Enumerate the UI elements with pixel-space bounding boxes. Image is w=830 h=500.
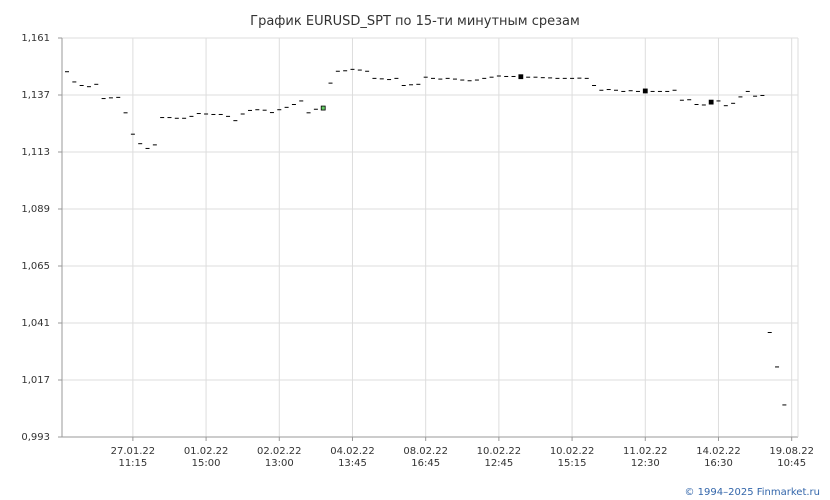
y-tick-label: 1,017 (21, 375, 50, 386)
x-tick-date: 10.02.22 (550, 446, 595, 457)
x-tick-date: 01.02.22 (184, 446, 229, 457)
y-tick-label: 1,137 (21, 90, 50, 101)
x-tick-date: 02.02.22 (257, 446, 302, 457)
y-tick-label: 1,089 (21, 204, 50, 215)
y-tick-label: 1,113 (21, 147, 50, 158)
x-tick-time: 13:45 (338, 458, 367, 469)
y-tick-label: 1,161 (21, 33, 50, 44)
x-tick-date: 10.02.22 (477, 446, 522, 457)
axis-layer: 1,161 1,137 1,113 1,089 1,065 1,041 1,017 0,993… (21, 33, 814, 469)
x-tick-time: 16:45 (411, 458, 440, 469)
x-tick-time: 16:30 (704, 458, 733, 469)
x-tick-time: 12:30 (631, 458, 660, 469)
x-tick-date: 04.02.22 (330, 446, 375, 457)
x-tick-date: 27.01.22 (111, 446, 156, 457)
x-tick-date: 14.02.22 (696, 446, 741, 457)
x-tick-time: 12:45 (484, 458, 513, 469)
y-tick-label: 1,065 (21, 261, 50, 272)
y-tick-label: 1,041 (21, 318, 50, 329)
candle-box (708, 99, 714, 105)
data-marks (65, 68, 787, 406)
y-tick-label: 0,993 (21, 432, 50, 443)
x-tick-time: 15:15 (558, 458, 587, 469)
x-tick-time: 15:00 (192, 458, 221, 469)
candle-box (642, 88, 648, 94)
x-tick-date: 11.02.22 (623, 446, 668, 457)
x-tick-date: 19.08.22 (769, 446, 814, 457)
x-tick-date: 08.02.22 (403, 446, 448, 457)
grid-layer (62, 37, 798, 438)
candle-box (320, 105, 326, 111)
chart-title: График EURUSD_SPT по 15-ти минутным срез… (250, 14, 580, 29)
candle-box (518, 74, 524, 80)
copyright-link[interactable]: © 1994–2025 Finmarket.ru (684, 487, 820, 498)
x-tick-time: 13:00 (265, 458, 294, 469)
x-tick-time: 10:45 (777, 458, 806, 469)
x-tick-time: 11:15 (118, 458, 147, 469)
